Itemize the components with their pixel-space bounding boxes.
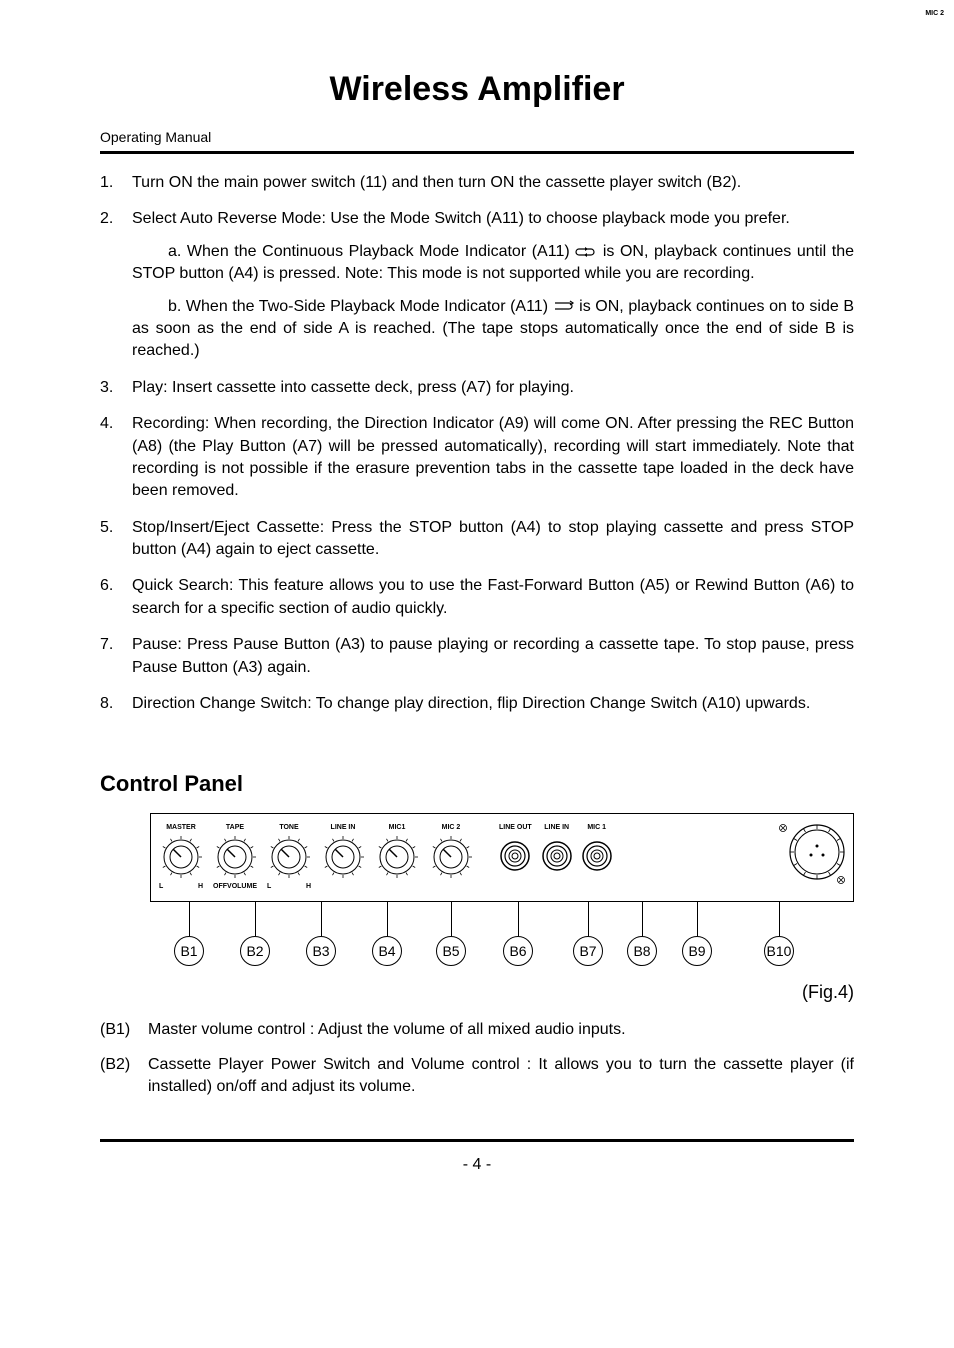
bottom-rule <box>100 1139 854 1142</box>
step-sub-item: b. When the Two-Side Playback Mode Indic… <box>132 296 854 363</box>
step-sub-item: a. When the Continuous Playback Mode Ind… <box>132 241 854 286</box>
knob: TAPE OFFVOLUME <box>213 824 257 891</box>
jack: LINE IN <box>542 824 572 873</box>
callouts-row: B1 B2 B3 B4 B5 B6 B7 B8 B9 B10 <box>150 902 854 968</box>
callout: B10 <box>764 902 794 966</box>
figure-label: (Fig.4) <box>100 982 854 1003</box>
step-item: Pause: Press Pause Button (A3) to pause … <box>100 634 854 679</box>
control-panel-heading: Control Panel <box>100 771 854 797</box>
step-item: Stop/Insert/Eject Cassette: Press the ST… <box>100 517 854 562</box>
description-list: (B1)Master volume control : Adjust the v… <box>100 1019 854 1098</box>
jack: MIC 1 <box>582 824 612 873</box>
knob: TONE LH <box>267 824 311 891</box>
callout: B5 <box>436 902 466 966</box>
page-title: Wireless Amplifier <box>100 70 854 109</box>
callout: B6 <box>503 902 533 966</box>
knob: MIC1 <box>375 824 419 891</box>
knob: LINE IN <box>321 824 365 891</box>
page-subtitle: Operating Manual <box>100 129 854 145</box>
callout: B8 <box>627 902 657 966</box>
top-rule <box>100 151 854 154</box>
jack: LINE OUT <box>499 824 532 873</box>
knob: MASTER LH <box>159 824 203 891</box>
step-item: Direction Change Switch: To change play … <box>100 693 854 715</box>
callout: B1 <box>174 902 204 966</box>
knob: MIC 2 <box>429 824 473 891</box>
description-item: (B2)Cassette Player Power Switch and Vol… <box>100 1054 854 1099</box>
callout: B9 <box>682 902 712 966</box>
big-knob: MIC 2 <box>779 824 845 886</box>
callout: B4 <box>372 902 402 966</box>
step-item: Play: Insert cassette into cassette deck… <box>100 377 854 399</box>
page-number: - 4 - <box>100 1156 854 1174</box>
callout: B2 <box>240 902 270 966</box>
step-item: Turn ON the main power switch (11) and t… <box>100 172 854 194</box>
step-item: Select Auto Reverse Mode: Use the Mode S… <box>100 208 854 362</box>
control-panel-diagram: MASTER LHTAPE OFFVOLUMETONE LHLINE IN MI… <box>150 813 854 902</box>
step-item: Quick Search: This feature allows you to… <box>100 575 854 620</box>
callout: B7 <box>573 902 603 966</box>
description-item: (B1)Master volume control : Adjust the v… <box>100 1019 854 1041</box>
steps-list: Turn ON the main power switch (11) and t… <box>100 172 854 715</box>
step-item: Recording: When recording, the Direction… <box>100 413 854 503</box>
callout: B3 <box>306 902 336 966</box>
